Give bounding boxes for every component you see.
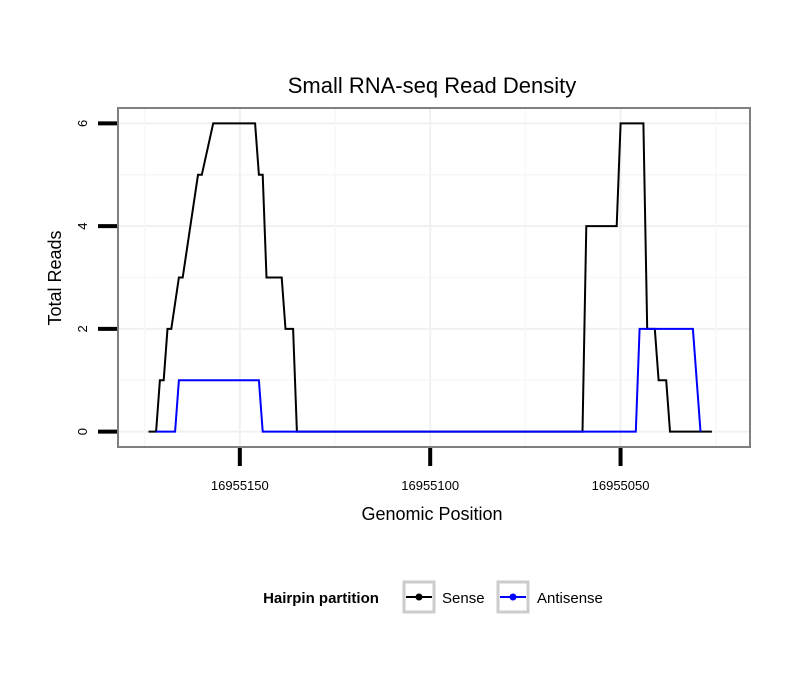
legend-point-sense [415,593,423,601]
x-axis: 16955150 16955100 16955050 [211,448,650,493]
series-line-sense [148,122,712,433]
y-axis-label: Total Reads [45,230,65,325]
legend: Hairpin partition Sense Antisense [263,580,603,614]
x-axis-label: Genomic Position [361,504,502,524]
y-tick-label: 4 [75,223,90,230]
y-tick-label: 6 [75,120,90,127]
chart-title: Small RNA-seq Read Density [288,73,577,98]
series-line-antisense [156,327,702,433]
x-tick-label: 16955150 [211,478,269,493]
legend-title: Hairpin partition [263,590,379,607]
legend-point-antisense [509,593,517,601]
y-tick-label: 0 [75,428,90,435]
y-tick-label: 2 [75,325,90,332]
plot-panel-border [117,107,751,448]
legend-item-sense: Sense [402,580,485,614]
x-tick-label: 16955050 [592,478,650,493]
legend-label-antisense: Antisense [537,590,603,607]
series-lines [148,122,712,433]
legend-item-antisense: Antisense [496,580,603,614]
y-axis: 0 2 4 6 [75,120,117,435]
x-tick-label: 16955100 [401,478,459,493]
grid-lines [118,108,750,447]
legend-label-sense: Sense [442,590,485,607]
